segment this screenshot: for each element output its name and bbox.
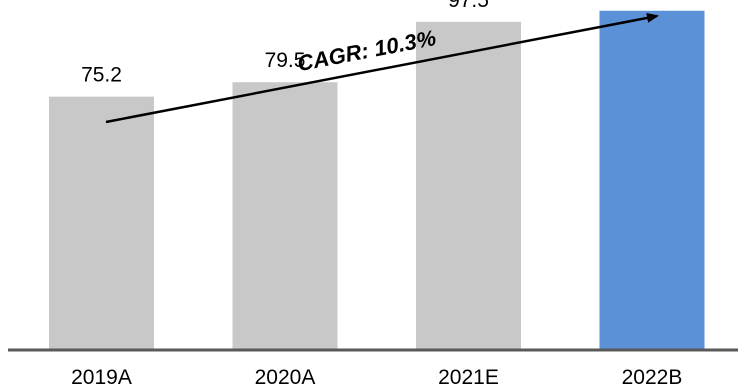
x-tick-label-2020A: 2020A — [255, 366, 316, 389]
bar-2022B — [599, 10, 705, 349]
value-label-2021E: 97.5 — [448, 0, 489, 12]
value-label-2020A: 79.5 — [265, 49, 306, 72]
x-tick-label-2019A: 2019A — [71, 366, 132, 389]
x-tick-label-2021E: 2021E — [438, 366, 499, 389]
bar-2019A — [49, 96, 154, 350]
value-label-2019A: 75.2 — [81, 64, 122, 87]
bar-2020A — [232, 82, 338, 350]
cagr-arrow — [105, 12, 659, 124]
x-tick-label-2022B: 2022B — [622, 366, 683, 389]
x-tick-labels-layer: 2019A 2020A 2021E 2022B — [71, 366, 682, 389]
bar-2021E — [416, 21, 521, 349]
bars-layer — [49, 10, 705, 350]
value-label-2022B: 100.8 — [626, 0, 679, 1]
value-labels-layer: 75.2 79.5 97.5 100.8 — [81, 0, 678, 87]
